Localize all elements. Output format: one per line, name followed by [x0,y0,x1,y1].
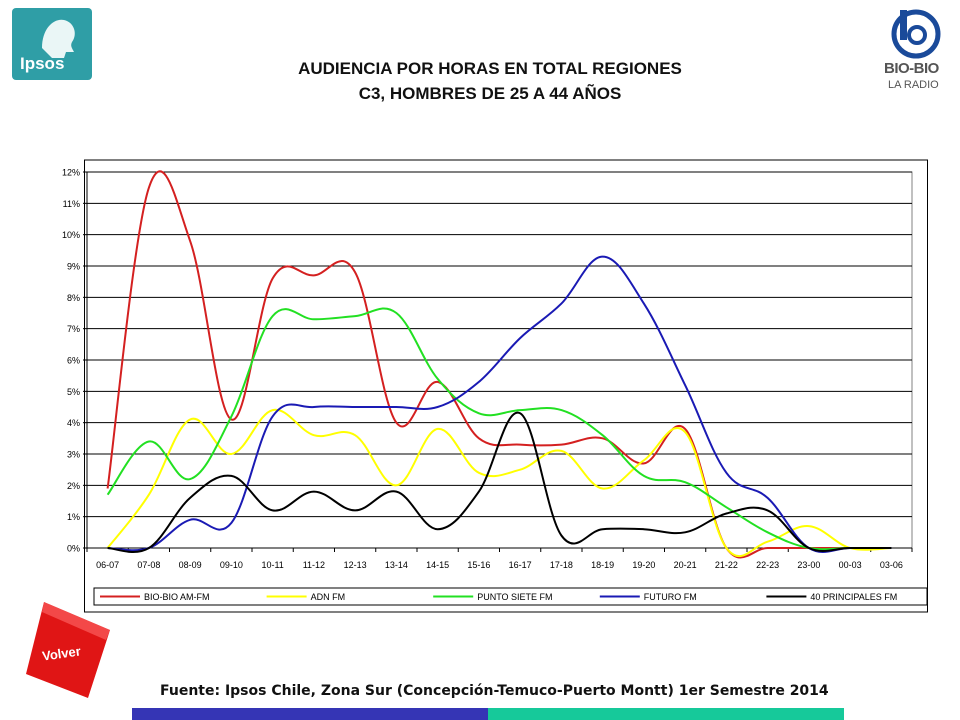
y-tick-label: 12% [62,168,80,178]
series-line-4 [107,411,892,553]
page-title: AUDIENCIA POR HORAS EN TOTAL REGIONES C3… [200,56,780,106]
x-tick-label: 19-20 [632,560,655,570]
y-tick-label: 9% [67,262,80,272]
legend-label: PUNTO SIETE FM [477,592,552,602]
title-line-2: C3, HOMBRES DE 25 A 44 AÑOS [358,84,622,103]
legend-box [93,587,928,606]
x-tick-label: 23-00 [797,560,820,570]
title-line-1: AUDIENCIA POR HORAS EN TOTAL REGIONES [298,59,682,78]
ipsos-head-icon [42,19,75,58]
x-tick-label: 13-14 [385,560,408,570]
x-tick-label: 14-15 [426,560,449,570]
x-tick-label: 07-08 [137,560,160,570]
y-tick-label: 1% [67,512,80,522]
audience-line-chart: 0% 1% 2% 3% 4% 5% 6% 7% 8% 9% 10% 11% 12% 06-07 07-08… [62,159,928,613]
x-tick-label: 21-22 [715,560,738,570]
y-tick-label: 5% [67,387,80,397]
biobio-logo-text: BIO-BIO [884,60,939,77]
y-tick-label: 11% [63,199,80,209]
x-tick-label: 06-07 [96,560,119,570]
y-tick-label: 7% [67,324,80,334]
legend-label: ADN FM [311,592,346,602]
x-tick-label: 03-06 [880,560,903,570]
y-tick-label: 10% [62,230,80,240]
volver-button[interactable]: Volver [22,600,118,700]
y-tick-label: 8% [67,293,80,303]
footer-bar-green [488,708,844,720]
x-tick-label: 15-16 [467,560,490,570]
x-tick-label: 12-13 [344,560,367,570]
y-tick-label: 0% [67,544,80,554]
chart-frame [84,159,928,613]
ipsos-logo-text: Ipsos [20,54,65,73]
y-tick-label: 2% [67,481,80,491]
series-line-2 [106,307,892,551]
chart-legend: BIO-BIO AM-FM ADN FM PUNTO SIETE FM FUTURO … [93,587,928,606]
series-line-1 [106,409,892,558]
x-tick-label: 17-18 [550,560,573,570]
x-axis: 06-07 07-08 08-09 09-10 10-11 11-12 12-13 13-14… [86,547,913,570]
legend-label: BIO-BIO AM-FM [144,592,210,602]
chart-series [106,170,892,559]
series-line-3 [107,255,892,553]
y-tick-label: 6% [67,356,80,366]
x-tick-label: 09-10 [220,560,243,570]
biobio-radio-icon [891,9,941,59]
y-axis: 0% 1% 2% 3% 4% 5% 6% 7% 8% 9% 10% 11% 12% [62,168,88,554]
x-tick-label: 00-03 [839,560,862,570]
y-tick-label: 3% [67,450,80,460]
x-tick-label: 10-11 [261,560,283,570]
biobio-logo-subtext: LA RADIO [888,79,939,91]
legend-label: FUTURO FM [644,592,697,602]
chart-grid [84,159,928,613]
x-tick-label: 20-21 [674,560,697,570]
x-tick-label: 18-19 [591,560,614,570]
x-tick-label: 08-09 [179,560,202,570]
x-tick-label: 11-12 [303,560,325,570]
x-tick-label: 22-23 [756,560,779,570]
footer-bar-blue [132,708,488,720]
biobio-logo: BIO-BIO LA RADIO [880,6,950,98]
x-tick-label: 16-17 [509,560,532,570]
source-note: Fuente: Ipsos Chile, Zona Sur (Concepció… [160,683,829,699]
y-tick-label: 4% [67,418,80,428]
volver-button-shape [26,602,110,698]
ipsos-logo: Ipsos [12,8,92,80]
legend-label: 40 PRINCIPALES FM [810,592,897,602]
